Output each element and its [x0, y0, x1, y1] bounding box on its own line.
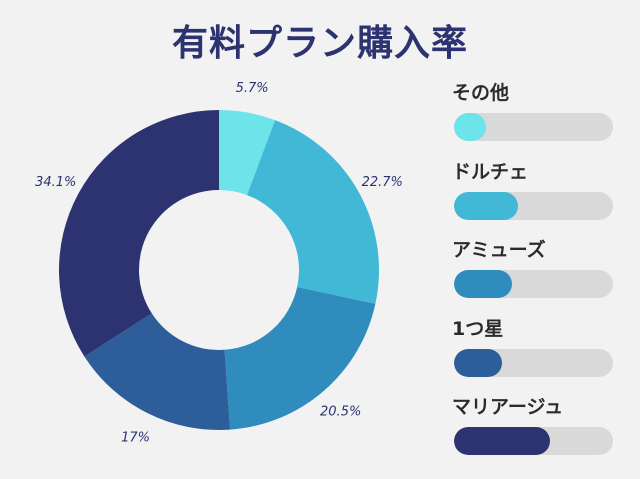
slice-0	[219, 110, 276, 196]
legend-label: アミューズ	[452, 239, 546, 261]
legend-bar-track	[454, 427, 613, 455]
slice-2	[224, 286, 376, 430]
legend-bar-track	[454, 113, 613, 141]
slice-1	[247, 120, 379, 304]
slice-label-2: 20.5%	[320, 405, 361, 420]
slice-label-3: 17%	[121, 430, 150, 445]
legend-label: ドルチェ	[452, 160, 529, 183]
legend-bar-track	[454, 270, 613, 298]
legend-bar-fill	[454, 427, 550, 455]
legend-item-1: ドルチェ	[452, 157, 622, 236]
legend-item-3: 1つ星	[452, 314, 622, 393]
legend-bar-fill	[454, 113, 486, 141]
legend-item-2: アミューズ	[452, 235, 622, 314]
slice-3	[84, 313, 231, 430]
legend-bar-fill	[454, 191, 518, 220]
legend-bar-track	[454, 191, 613, 220]
legend: その他ドルチェアミューズ 1つ星マリアージュ	[452, 78, 622, 471]
legend-label: マリアージュ	[452, 396, 564, 418]
legend-bar-fill	[454, 348, 502, 377]
chart-title: 有料プラン購入率	[171, 23, 468, 64]
legend-bar-fill	[454, 270, 512, 298]
legend-item-0: その他	[452, 78, 622, 157]
legend-label: その他	[452, 82, 510, 104]
legend-item-4: マリアージュ	[452, 392, 622, 471]
legend-label: 1つ星	[452, 317, 504, 340]
slice-label-0: 5.7%	[236, 81, 269, 96]
donut-chart: 5.7% 22.7% 20.5% 17% 34.1%	[35, 81, 403, 445]
slice-label-4: 34.1%	[35, 175, 76, 190]
slice-4	[59, 110, 219, 357]
legend-bar-track	[454, 348, 613, 377]
slice-label-1: 22.7%	[362, 175, 403, 190]
